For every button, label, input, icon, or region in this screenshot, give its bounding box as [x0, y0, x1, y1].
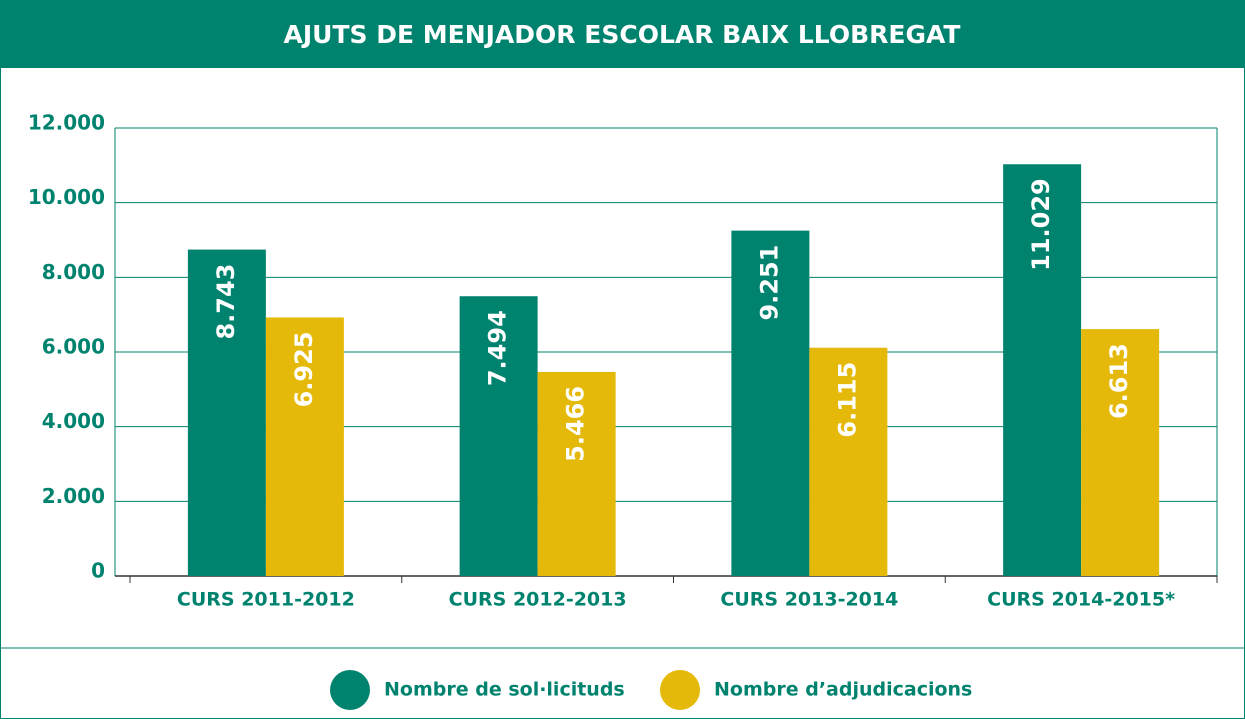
y-tick-label: 8.000: [42, 260, 105, 284]
value-label: 11.029: [1027, 178, 1055, 271]
x-tick-label: CURS 2013-2014: [720, 589, 898, 611]
legend-label: Nombre de sol·licituds: [384, 679, 625, 701]
value-label: 6.613: [1105, 343, 1133, 419]
y-tick-label: 6.000: [42, 335, 105, 359]
bar: [459, 296, 538, 576]
bar: [265, 317, 344, 576]
legend-swatch: [660, 670, 700, 710]
bar: [537, 371, 616, 576]
y-tick-label: 10.000: [28, 185, 105, 209]
legend-label: Nombre d’adjudicacions: [714, 679, 972, 701]
value-label: 8.743: [212, 264, 240, 340]
chart-title: AJUTS DE MENJADOR ESCOLAR BAIX LLOBREGAT: [284, 20, 961, 49]
value-label: 5.466: [562, 386, 590, 462]
x-tick-label: CURS 2014-2015*: [987, 589, 1175, 611]
bar: [187, 249, 266, 576]
y-tick-label: 4.000: [42, 409, 105, 433]
value-label: 6.925: [290, 331, 318, 407]
bar: [809, 347, 888, 576]
bar: [1081, 329, 1160, 576]
legend-swatch: [330, 670, 370, 710]
value-label: 7.494: [484, 310, 512, 386]
value-label: 9.251: [755, 245, 783, 321]
bar: [1003, 164, 1082, 576]
value-label: 6.115: [833, 362, 861, 438]
x-tick-label: CURS 2011-2012: [177, 589, 355, 611]
header-band: [0, 0, 1245, 68]
bar: [731, 230, 810, 576]
y-tick-label: 12.000: [28, 111, 105, 135]
y-tick-label: 2.000: [42, 484, 105, 508]
x-tick-label: CURS 2012-2013: [449, 589, 627, 611]
y-tick-label: 0: [91, 559, 105, 583]
